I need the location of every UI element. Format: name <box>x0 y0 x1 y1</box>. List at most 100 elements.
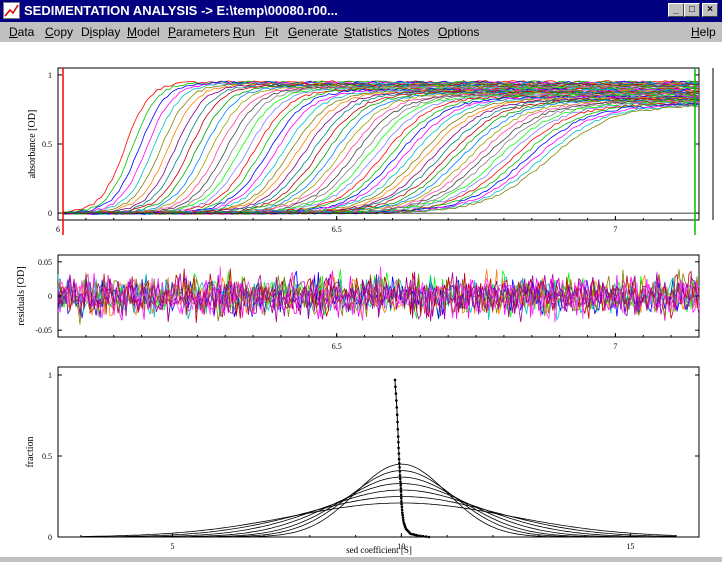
residuals-xtick-label: 7 <box>613 342 617 351</box>
absorbance-scan <box>65 88 700 215</box>
residuals-ytick-label: -0.05 <box>35 326 52 335</box>
menu-notes[interactable]: Notes <box>398 25 430 39</box>
distribution-axes: 5 10 15 0 0.5 1 <box>42 371 699 551</box>
menu-fit[interactable]: Fit <box>265 25 279 39</box>
distribution-ytick-label: 1 <box>48 371 52 380</box>
distribution-spike-point <box>399 487 403 490</box>
absorbance-xtick-label: 6.5 <box>332 225 342 234</box>
distribution-spike-point <box>396 435 400 438</box>
absorbance-scan <box>68 91 700 215</box>
menu-display[interactable]: Display <box>81 25 121 39</box>
distribution-spike-point <box>394 385 397 389</box>
distribution-spike-point <box>401 511 404 514</box>
absorbance-scan <box>65 103 700 215</box>
distribution-spike-point <box>400 505 404 509</box>
window-title: SEDIMENTATION ANALYSIS -> E:\temp\00080.… <box>24 3 338 18</box>
distribution-spike-point <box>399 490 403 493</box>
distribution-spike-point <box>419 534 422 538</box>
menu-model[interactable]: Model <box>127 25 160 39</box>
app-icon[interactable] <box>3 2 20 19</box>
absorbance-scan <box>66 101 700 215</box>
distribution-curve <box>80 496 677 538</box>
absorbance-scan <box>68 83 700 215</box>
distribution-ytick-label: 0 <box>48 533 52 542</box>
absorbance-chart: 6 6.5 7 0 0.5 1 absorbance [OD] <box>27 67 714 235</box>
distribution-spike-point <box>398 474 402 477</box>
distribution-spike-point <box>395 399 398 402</box>
absorbance-ytick-label: 0 <box>48 209 52 218</box>
distribution-spike-point <box>400 496 403 500</box>
distribution-xtick-label: 15 <box>626 542 634 551</box>
distribution-spike-point <box>397 446 400 450</box>
menu-options[interactable]: Options <box>438 25 480 39</box>
distribution-series-group <box>80 378 677 539</box>
absorbance-ylabel: absorbance [OD] <box>27 110 38 179</box>
menu-parameters[interactable]: Parameters <box>168 25 231 39</box>
menu-help[interactable]: Help <box>691 25 716 39</box>
distribution-spike-point <box>397 457 401 461</box>
absorbance-scan <box>65 100 700 215</box>
residuals-ylabel: residuals [OD] <box>16 266 27 325</box>
absorbance-scan <box>68 97 700 215</box>
menu-statistics[interactable]: Statistics <box>344 25 393 39</box>
distribution-spike-point <box>401 513 405 517</box>
distribution-spike-point <box>398 477 402 481</box>
plots-canvas: 6 6.5 7 0 0.5 1 absorbance [OD] 6.5 7 0.05 0 -0.0… <box>16 67 714 555</box>
absorbance-scan <box>68 81 700 213</box>
distribution-spike-point <box>398 470 402 473</box>
distribution-spike-point <box>397 440 400 444</box>
residuals-trace <box>57 271 699 323</box>
absorbance-xtick-label: 6 <box>56 225 60 234</box>
distribution-spike-point <box>397 452 401 455</box>
menu-copy[interactable]: Copy <box>45 25 74 39</box>
distribution-curve <box>80 502 677 537</box>
residuals-ytick-label: 0 <box>48 292 52 301</box>
distribution-frame <box>57 366 700 538</box>
absorbance-scan <box>66 98 700 215</box>
menu-run[interactable]: Run <box>233 25 256 39</box>
menu-bar: Data Copy Display Model Parameters Run F… <box>0 22 722 41</box>
absorbance-scan <box>70 85 700 215</box>
title-bar: SEDIMENTATION ANALYSIS -> E:\temp\00080.… <box>0 0 722 22</box>
distribution-ylabel: fraction <box>25 436 36 467</box>
distribution-xlabel: sed coefficient [S] <box>346 545 412 555</box>
distribution-curve <box>80 463 677 538</box>
absorbance-scan <box>68 99 700 215</box>
distribution-spike-point <box>400 500 403 503</box>
distribution-spike-point <box>401 516 405 519</box>
menu-data[interactable]: Data <box>9 25 35 39</box>
distribution-spike-point <box>396 420 399 424</box>
absorbance-ytick-label: 0.5 <box>42 140 52 149</box>
absorbance-scan <box>64 80 699 214</box>
residuals-axes: 6.5 7 0.05 0 -0.05 <box>35 258 700 351</box>
distribution-spike-point <box>424 535 428 538</box>
distribution-spike-point <box>396 428 400 431</box>
distribution-spike-point <box>399 480 402 484</box>
distribution-spike-point <box>427 535 431 539</box>
maximize-button[interactable]: □ <box>684 3 700 17</box>
residuals-ytick-label: 0.05 <box>38 258 52 267</box>
absorbance-xtick-label: 7 <box>613 225 617 234</box>
residuals-xtick-label: 6.5 <box>332 342 342 351</box>
absorbance-ytick-label: 1 <box>48 71 52 80</box>
residuals-series-group <box>57 266 700 325</box>
distribution-spike-point <box>399 493 403 497</box>
distribution-spike-point <box>394 392 398 395</box>
distribution-spike-point <box>402 518 405 522</box>
distribution-xtick-label: 5 <box>170 542 174 551</box>
distribution-spike-point <box>393 378 397 382</box>
distribution-curve <box>80 489 677 538</box>
distribution-spike-point <box>398 462 401 465</box>
absorbance-scan <box>70 87 700 215</box>
distribution-spike-point <box>416 534 419 537</box>
minimize-button[interactable]: _ <box>668 3 684 17</box>
distribution-ytick-label: 0.5 <box>42 452 52 461</box>
close-button[interactable]: × <box>702 3 718 17</box>
absorbance-series-group <box>58 80 700 215</box>
distribution-spike-point <box>399 483 403 487</box>
menu-generate[interactable]: Generate <box>288 25 339 39</box>
distribution-xtick-label: 10 <box>397 542 405 551</box>
distribution-spike-point <box>400 502 403 506</box>
residuals-chart: 6.5 7 0.05 0 -0.05 residuals [OD] <box>16 254 700 351</box>
distribution-spike-point <box>421 534 425 538</box>
